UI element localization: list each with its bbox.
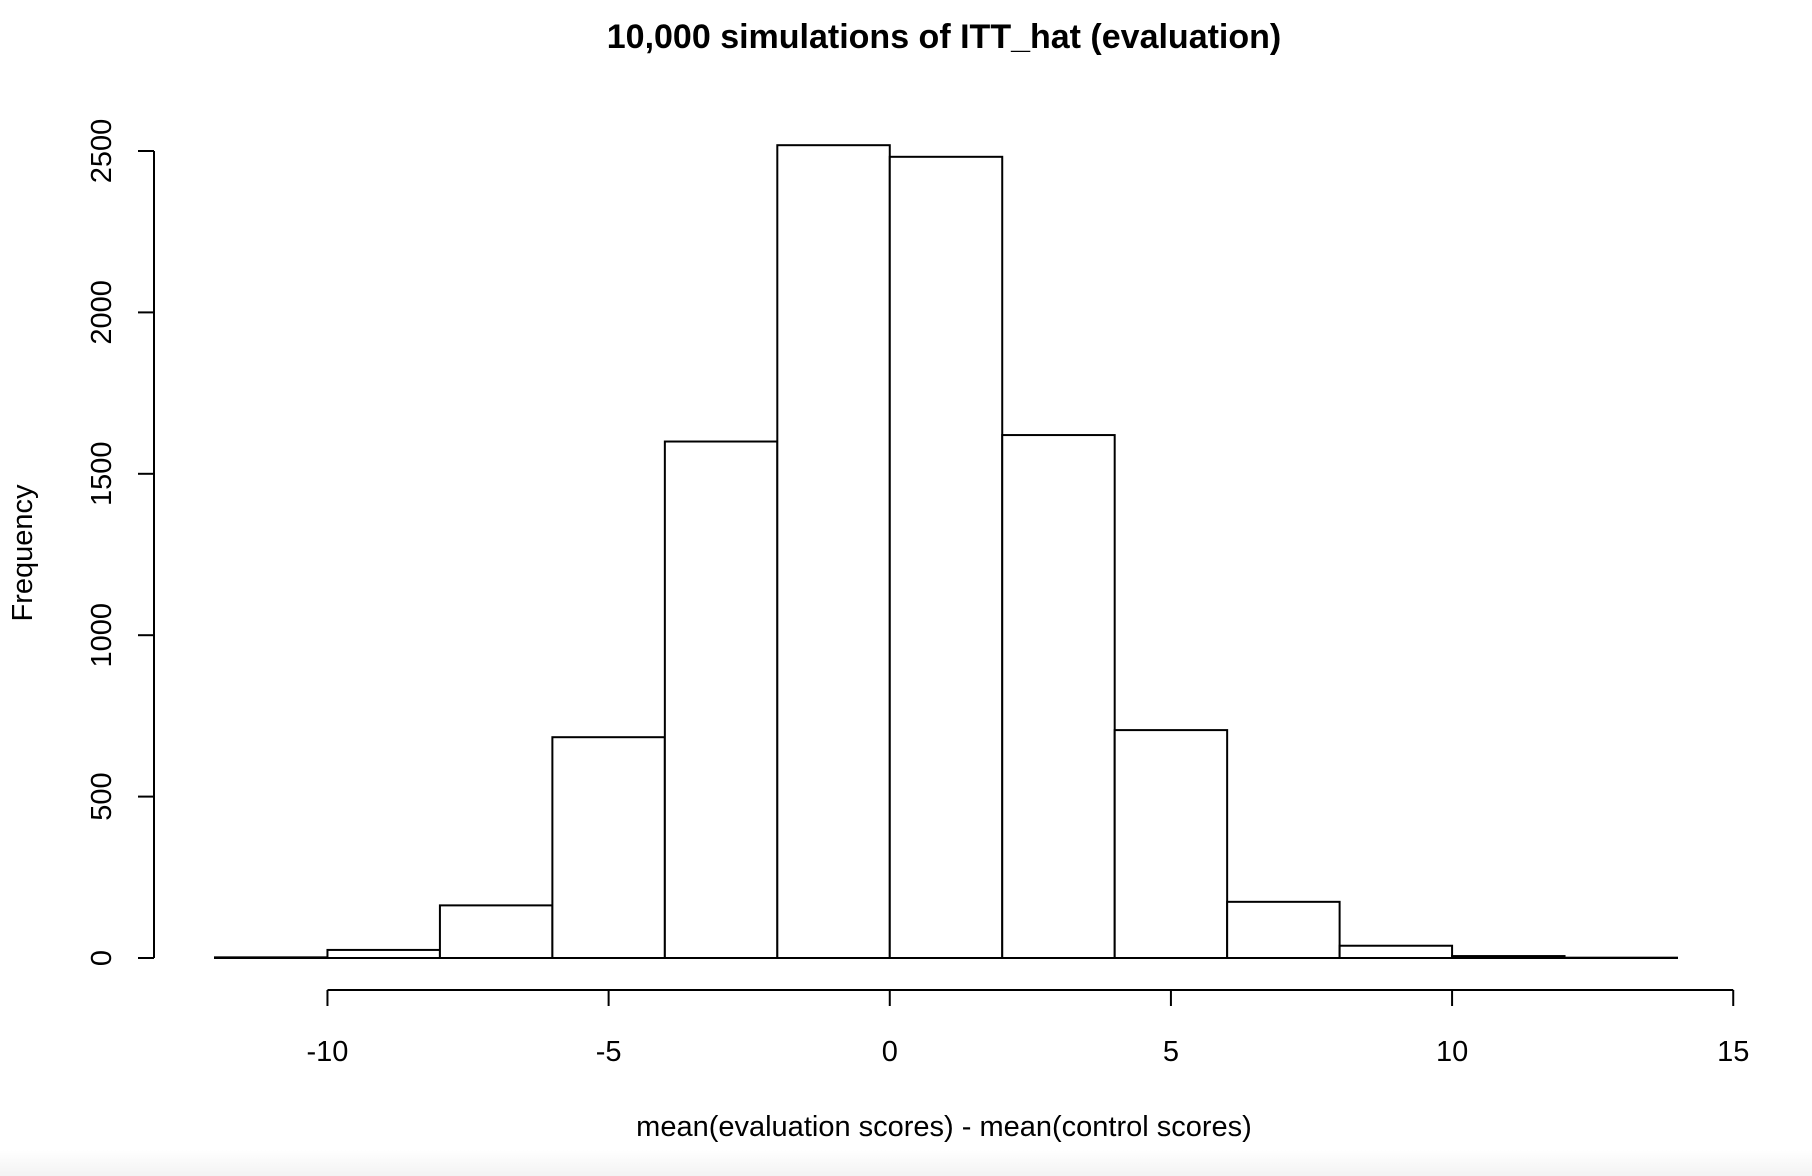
histogram-bar — [888, 155, 1004, 959]
y-tick-label: 500 — [86, 772, 118, 820]
histogram-bar — [214, 956, 329, 959]
y-tick-label: 2500 — [86, 119, 118, 184]
histogram-bar — [1226, 900, 1341, 960]
x-axis-label: mean(evaluation scores) - mean(control s… — [636, 1111, 1252, 1143]
x-axis: -10 -5 0 5 10 15 — [306, 989, 1749, 1068]
x-tick-label: -5 — [596, 1036, 622, 1068]
histogram-bars — [214, 144, 1679, 960]
window-bottom-edge — [0, 1150, 1812, 1176]
histogram-bar — [1113, 729, 1229, 959]
histogram-bar — [551, 736, 666, 960]
y-tick-label: 1500 — [86, 442, 118, 507]
chart-title: 10,000 simulations of ITT_hat (evaluatio… — [607, 18, 1282, 56]
y-tick-label: 0 — [86, 950, 118, 966]
x-tick-label: 5 — [1163, 1036, 1179, 1068]
x-tick-label: 15 — [1717, 1036, 1749, 1068]
x-tick-label: 10 — [1436, 1036, 1468, 1068]
x-tick-label: 0 — [882, 1036, 898, 1068]
histogram-bar — [1338, 944, 1454, 959]
y-tick-label: 2000 — [86, 280, 118, 345]
histogram-bar — [776, 144, 891, 959]
histogram-bar — [663, 440, 779, 959]
y-tick-label: 1000 — [86, 603, 118, 668]
histogram-bar — [326, 948, 441, 959]
histogram-bar — [438, 904, 554, 960]
histogram-bar — [1451, 955, 1566, 959]
histogram-bar — [1001, 434, 1116, 959]
y-axis-label: Frequency — [7, 484, 39, 622]
x-tick-label: -10 — [306, 1036, 348, 1068]
y-axis: 0 500 1000 1500 2000 2500 — [86, 119, 155, 966]
